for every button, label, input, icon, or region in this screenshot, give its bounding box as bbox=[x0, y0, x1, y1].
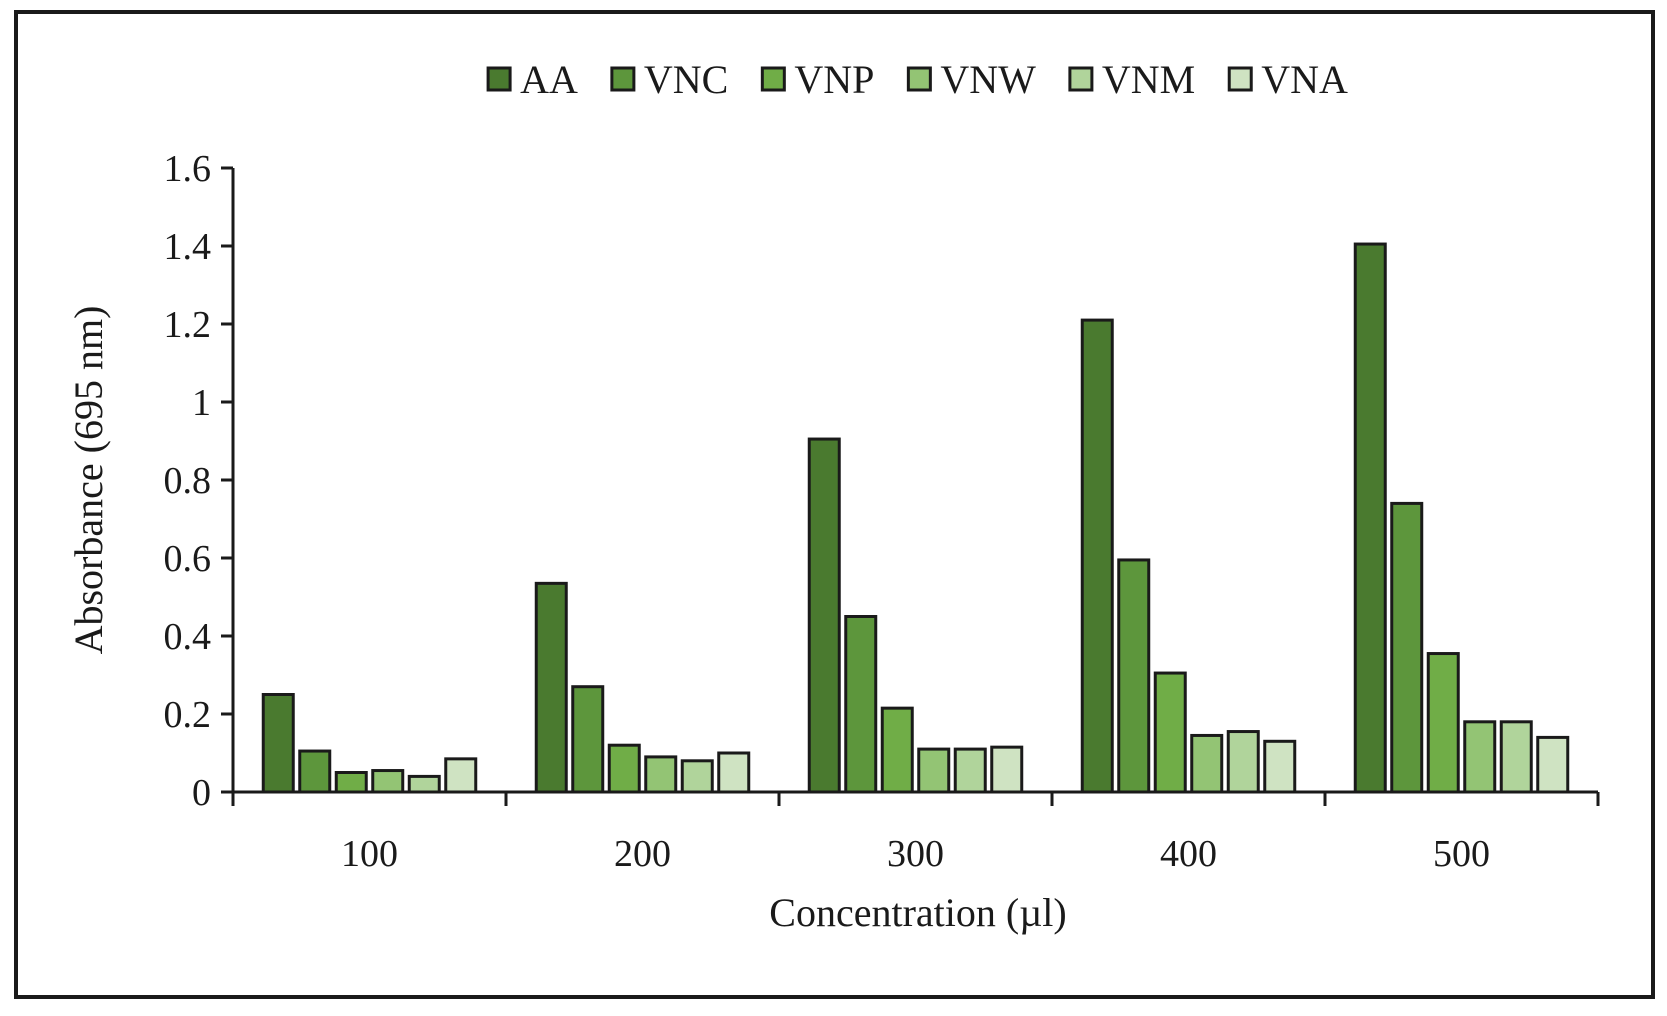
bar-vna-200 bbox=[717, 751, 751, 794]
x-tick-label: 200 bbox=[614, 833, 671, 875]
y-tick-label: 1.2 bbox=[164, 304, 212, 346]
bar-vnm-100 bbox=[407, 774, 441, 794]
bar-vna-100 bbox=[444, 757, 478, 794]
bar-aa-400 bbox=[1080, 318, 1114, 794]
bar-vnp-200 bbox=[607, 743, 641, 794]
bar-vnc-100 bbox=[298, 749, 332, 794]
bar-vnp-300 bbox=[880, 706, 914, 794]
legend-swatch-vna bbox=[1227, 66, 1253, 92]
legend-label-vnc: VNC bbox=[644, 57, 728, 102]
y-tick-label: 0.4 bbox=[164, 616, 212, 658]
bar-vnp-400 bbox=[1153, 671, 1187, 794]
bar-vna-400 bbox=[1263, 739, 1297, 794]
axes: 0 0.2 0.4 0.6 0.8 1 1.2 1.4 1.6 100 200 300 400 500 bbox=[164, 148, 1600, 875]
x-tick-label: 400 bbox=[1160, 833, 1217, 875]
legend-label-vna: VNA bbox=[1261, 57, 1348, 102]
bar-vnw-300 bbox=[917, 747, 951, 794]
x-tick-label: 300 bbox=[887, 833, 944, 875]
legend-swatch-vnc bbox=[610, 66, 636, 92]
bar-vnm-200 bbox=[680, 759, 714, 794]
bar-vna-500 bbox=[1536, 735, 1570, 794]
legend-label-aa: AA bbox=[520, 57, 578, 102]
bar-vnm-300 bbox=[953, 747, 987, 794]
y-tick-label: 1.4 bbox=[164, 226, 212, 268]
legend-swatch-vnm bbox=[1068, 66, 1094, 92]
y-axis-title: Absorbance (695 nm) bbox=[66, 306, 111, 655]
y-tick-label: 0.6 bbox=[164, 538, 212, 580]
bar-aa-200 bbox=[534, 581, 568, 794]
bar-vna-300 bbox=[990, 745, 1024, 794]
bar-vnw-100 bbox=[371, 769, 405, 794]
x-axis-title: Concentration (µl) bbox=[769, 890, 1066, 935]
legend-swatch-aa bbox=[486, 66, 512, 92]
bar-aa-500 bbox=[1353, 242, 1387, 794]
y-tick-label: 0.8 bbox=[164, 460, 212, 502]
y-tick-label: 0 bbox=[192, 772, 211, 814]
bar-aa-100 bbox=[261, 693, 295, 794]
bar-vnc-300 bbox=[844, 615, 878, 794]
bar-vnm-500 bbox=[1499, 720, 1533, 794]
legend-label-vnp: VNP bbox=[794, 57, 874, 102]
legend: AA VNC VNP VNW VNM VNA bbox=[486, 57, 1348, 102]
y-tick-label: 1 bbox=[192, 382, 211, 424]
bar-vnw-500 bbox=[1463, 720, 1497, 794]
bar-vnc-200 bbox=[571, 685, 605, 794]
bar-vnp-500 bbox=[1426, 652, 1460, 794]
bar-vnm-400 bbox=[1226, 730, 1260, 794]
legend-swatch-vnw bbox=[906, 66, 932, 92]
bar-vnw-400 bbox=[1190, 733, 1224, 794]
legend-swatch-vnp bbox=[760, 66, 786, 92]
legend-label-vnw: VNW bbox=[940, 57, 1036, 102]
bar-vnw-200 bbox=[644, 755, 678, 794]
x-tick-label: 500 bbox=[1433, 833, 1490, 875]
bar-aa-300 bbox=[807, 437, 841, 794]
bars bbox=[261, 242, 1570, 794]
bar-vnc-500 bbox=[1390, 501, 1424, 794]
y-tick-label: 1.6 bbox=[164, 148, 212, 190]
x-tick-label: 100 bbox=[341, 833, 398, 875]
bar-vnp-100 bbox=[334, 771, 368, 794]
y-tick-label: 0.2 bbox=[164, 694, 212, 736]
bar-vnc-400 bbox=[1117, 558, 1151, 794]
legend-label-vnm: VNM bbox=[1102, 57, 1195, 102]
